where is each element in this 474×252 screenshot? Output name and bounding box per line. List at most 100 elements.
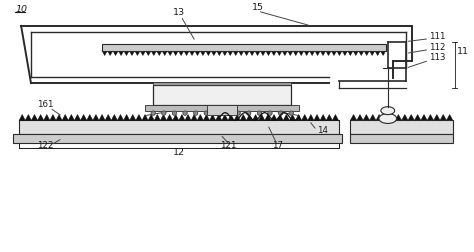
Polygon shape <box>440 115 447 121</box>
Polygon shape <box>295 115 301 121</box>
Polygon shape <box>350 115 357 121</box>
Polygon shape <box>200 51 206 56</box>
Polygon shape <box>211 51 217 56</box>
Polygon shape <box>228 115 234 121</box>
Polygon shape <box>238 51 244 56</box>
Polygon shape <box>259 115 265 121</box>
Bar <box>208 105 237 115</box>
Text: 113: 113 <box>429 53 446 62</box>
Polygon shape <box>108 51 113 56</box>
Polygon shape <box>332 115 338 121</box>
Bar <box>153 86 291 105</box>
Polygon shape <box>369 51 375 56</box>
Polygon shape <box>113 51 118 56</box>
Polygon shape <box>136 115 142 121</box>
Polygon shape <box>320 51 326 56</box>
Circle shape <box>151 111 155 116</box>
Circle shape <box>215 111 219 116</box>
Polygon shape <box>99 115 105 121</box>
Circle shape <box>236 111 240 116</box>
Polygon shape <box>124 115 130 121</box>
Polygon shape <box>216 115 222 121</box>
Polygon shape <box>375 51 380 56</box>
Polygon shape <box>288 51 293 56</box>
Ellipse shape <box>381 107 395 115</box>
Polygon shape <box>140 51 146 56</box>
Polygon shape <box>266 51 271 56</box>
Bar <box>153 83 291 86</box>
Text: 15: 15 <box>252 3 264 12</box>
Polygon shape <box>304 51 310 56</box>
Ellipse shape <box>379 114 397 124</box>
Polygon shape <box>124 51 129 56</box>
Circle shape <box>257 111 262 116</box>
Polygon shape <box>289 115 295 121</box>
Polygon shape <box>203 115 210 121</box>
Polygon shape <box>282 51 288 56</box>
Polygon shape <box>293 51 299 56</box>
Polygon shape <box>178 51 184 56</box>
Circle shape <box>268 111 272 116</box>
Polygon shape <box>331 51 337 56</box>
Circle shape <box>162 111 166 116</box>
Text: 10: 10 <box>15 5 27 14</box>
Circle shape <box>183 111 187 116</box>
Polygon shape <box>68 115 74 121</box>
Polygon shape <box>326 115 332 121</box>
Polygon shape <box>151 51 156 56</box>
Polygon shape <box>129 51 135 56</box>
Polygon shape <box>156 51 162 56</box>
Polygon shape <box>154 115 160 121</box>
Polygon shape <box>301 115 308 121</box>
Polygon shape <box>347 51 353 56</box>
Polygon shape <box>265 115 271 121</box>
Polygon shape <box>25 115 31 121</box>
Polygon shape <box>135 51 140 56</box>
Text: 12: 12 <box>173 147 185 156</box>
Polygon shape <box>277 115 283 121</box>
Polygon shape <box>353 51 358 56</box>
Polygon shape <box>337 51 342 56</box>
Polygon shape <box>166 115 173 121</box>
Polygon shape <box>118 115 124 121</box>
Polygon shape <box>427 115 434 121</box>
Text: 13: 13 <box>173 8 185 17</box>
Polygon shape <box>197 115 203 121</box>
Text: 121: 121 <box>220 141 237 149</box>
Polygon shape <box>253 115 259 121</box>
Polygon shape <box>249 51 255 56</box>
Polygon shape <box>310 51 315 56</box>
Polygon shape <box>246 115 253 121</box>
Polygon shape <box>217 51 222 56</box>
Polygon shape <box>148 115 154 121</box>
Polygon shape <box>44 115 50 121</box>
Polygon shape <box>447 115 453 121</box>
Polygon shape <box>118 51 124 56</box>
Polygon shape <box>37 115 44 121</box>
Polygon shape <box>315 51 320 56</box>
Polygon shape <box>383 115 389 121</box>
Polygon shape <box>142 115 148 121</box>
Polygon shape <box>233 51 238 56</box>
Polygon shape <box>401 115 408 121</box>
Polygon shape <box>93 115 99 121</box>
Polygon shape <box>277 51 282 56</box>
Polygon shape <box>364 51 369 56</box>
Bar <box>350 135 453 144</box>
Bar <box>19 121 338 135</box>
Polygon shape <box>222 115 228 121</box>
Circle shape <box>246 111 251 116</box>
Polygon shape <box>376 115 383 121</box>
Polygon shape <box>434 115 440 121</box>
Polygon shape <box>206 51 211 56</box>
Circle shape <box>172 111 177 116</box>
Circle shape <box>204 111 209 116</box>
Polygon shape <box>130 115 136 121</box>
Polygon shape <box>255 51 260 56</box>
Polygon shape <box>74 115 81 121</box>
Polygon shape <box>244 51 249 56</box>
Polygon shape <box>408 115 414 121</box>
Polygon shape <box>167 51 173 56</box>
Bar <box>350 121 453 135</box>
Polygon shape <box>184 51 189 56</box>
